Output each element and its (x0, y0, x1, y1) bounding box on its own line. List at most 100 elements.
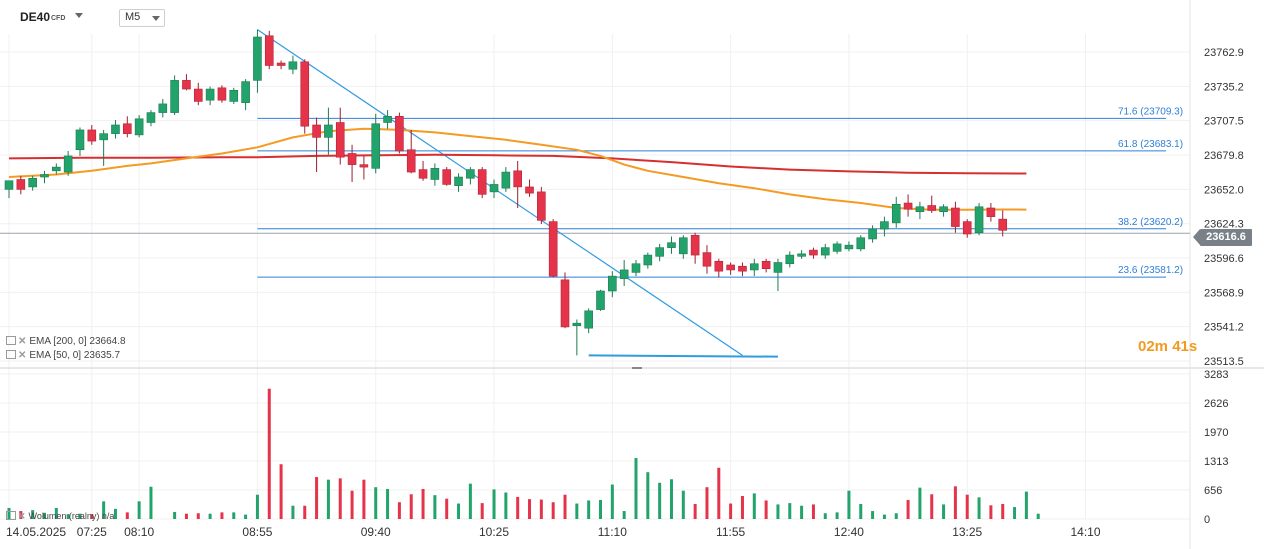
volume-bar (528, 499, 532, 519)
volume-bar (1036, 513, 1040, 519)
time-axis-label: 08:55 (242, 525, 272, 539)
indicator-settings-icon[interactable] (6, 511, 16, 520)
volume-bar (374, 487, 378, 519)
candle (454, 173, 463, 192)
candle-body (253, 36, 262, 81)
volume-bar (421, 488, 425, 519)
candle (193, 82, 203, 106)
volume-bar (480, 503, 484, 519)
ema200-legend[interactable]: ✕ EMA [200, 0] 23664.8 (6, 336, 126, 347)
candle-body (217, 87, 227, 101)
candle (560, 272, 570, 329)
volume-bar (1001, 503, 1005, 519)
ema50-legend[interactable]: ✕ EMA [50, 0] 23635.7 (6, 350, 120, 361)
candle-body (454, 176, 463, 186)
candle-body (560, 279, 570, 328)
candle (489, 179, 499, 199)
candle-body (335, 122, 345, 158)
time-axis-label: 14.05.2025 (6, 525, 66, 539)
close-icon[interactable]: ✕ (18, 511, 26, 521)
volume-bar (811, 504, 815, 519)
candle-body (146, 112, 156, 123)
candle (158, 98, 168, 118)
candle (359, 155, 369, 180)
price-axis-label: 23541.2 (1204, 322, 1244, 334)
candle-body (324, 124, 333, 138)
candle-body (903, 202, 913, 210)
volume-bar (19, 511, 23, 519)
candle-body (631, 263, 641, 273)
candle-body (679, 237, 688, 255)
candle-body (99, 133, 108, 141)
price-axis-label: 23762.9 (1204, 47, 1244, 59)
volume-bar (847, 490, 851, 519)
volume-bar (31, 510, 35, 519)
timeframe-value: M5 (125, 11, 141, 23)
volume-bar (350, 490, 354, 519)
volume-bar (953, 486, 957, 519)
candle (170, 75, 179, 116)
candle (998, 210, 1008, 237)
candle-body (726, 264, 735, 271)
volume-bar (173, 511, 177, 519)
candle-body (643, 254, 653, 266)
symbol-label[interactable]: DE40 (20, 10, 51, 24)
volume-bar (658, 482, 662, 519)
pane-resize-handle (632, 367, 642, 369)
candle-body (738, 265, 747, 272)
volume-bar (326, 479, 330, 519)
volume-bar (113, 508, 117, 519)
volume-bar (717, 467, 721, 519)
volume-bar (244, 514, 248, 519)
candle-body (927, 205, 937, 211)
candle-body (87, 129, 97, 142)
volume-bar (137, 501, 141, 519)
candle (430, 163, 440, 186)
volume-bar (989, 505, 993, 519)
candle-body (52, 166, 61, 172)
indicator-settings-icon[interactable] (6, 350, 16, 359)
volume-legend[interactable]: ✕ Wolumen (realny) n/a (6, 511, 114, 522)
candle (643, 252, 653, 269)
volume-bar (930, 494, 934, 519)
candle (28, 175, 37, 191)
candle (347, 144, 357, 182)
candle-body (619, 269, 629, 279)
candle (962, 219, 972, 238)
support-line (588, 354, 778, 358)
candle (832, 241, 842, 254)
candle-body (844, 244, 854, 250)
candle-body (123, 123, 132, 134)
symbol-dropdown-icon[interactable] (75, 13, 83, 18)
candle (679, 235, 688, 259)
volume-axis-label: 1313 (1204, 456, 1228, 468)
price-axis-label: 23679.8 (1204, 150, 1244, 162)
candle-body (584, 310, 593, 329)
candle (312, 117, 321, 173)
volume-bar (409, 494, 413, 519)
volume-bar (468, 483, 472, 519)
candle-countdown: 02m 41s (1138, 338, 1198, 355)
volume-bar (752, 493, 756, 519)
volume-bar (634, 458, 638, 519)
volume-bar (705, 487, 709, 519)
volume-bar (740, 496, 744, 519)
candle (631, 260, 641, 277)
candle (63, 150, 73, 176)
volume-bar (232, 512, 236, 519)
candle-body (111, 124, 120, 134)
candle (667, 236, 676, 254)
timeframe-select[interactable]: M5 (119, 9, 165, 27)
volume-bar (563, 494, 567, 519)
candle (773, 258, 783, 291)
close-icon[interactable]: ✕ (18, 336, 27, 347)
close-icon[interactable]: ✕ (18, 350, 27, 361)
indicator-settings-icon[interactable] (6, 336, 16, 345)
candle (903, 194, 913, 217)
candle (844, 241, 854, 252)
candle-body (442, 169, 452, 185)
candle (395, 112, 404, 154)
candle-body (193, 88, 203, 102)
candle (619, 260, 629, 287)
